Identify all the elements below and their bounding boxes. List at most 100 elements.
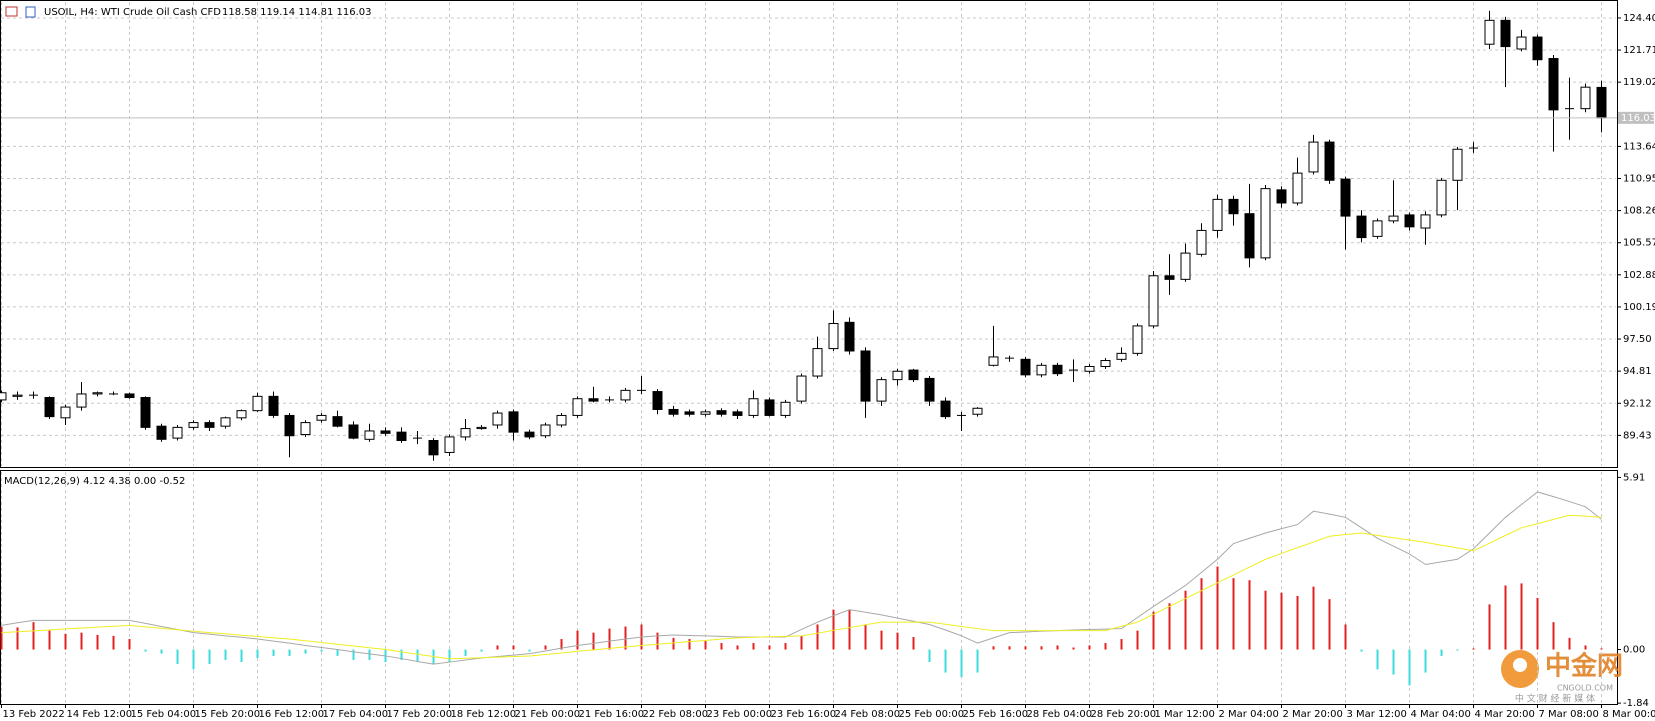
macd-bar	[704, 641, 707, 650]
macd-bar	[176, 649, 179, 665]
macd-bar	[256, 649, 259, 658]
y-tick-label: 100.19	[1623, 302, 1655, 313]
candle-body	[1148, 275, 1159, 327]
mark-layer	[0, 10, 1607, 686]
macd-bar	[1520, 583, 1523, 650]
macd-bar	[800, 635, 803, 650]
y-tick-label: 119.02	[1623, 77, 1655, 88]
candle-body	[76, 393, 87, 408]
candle-body	[92, 392, 103, 395]
candle-body	[140, 397, 151, 428]
macd-bar	[272, 649, 275, 656]
candle-body	[668, 408, 679, 415]
candle-body	[460, 428, 471, 438]
candle-body	[972, 407, 983, 415]
macd-bar	[1024, 646, 1027, 650]
candle-body	[188, 422, 199, 428]
x-tick-label: 21 Feb 00:00	[515, 709, 581, 720]
candle-body	[716, 410, 727, 415]
candle-body	[1372, 220, 1383, 237]
macd-bar	[1280, 592, 1283, 650]
x-tick-label: 7 Mar 08:00	[1539, 709, 1599, 720]
candle-body	[652, 391, 663, 410]
candle-body	[476, 426, 487, 430]
candle-body	[332, 416, 343, 427]
y-tick-label: 5.91	[1623, 472, 1645, 483]
macd-bar	[368, 649, 371, 661]
macd-bar	[1504, 585, 1507, 650]
macd-bar	[1200, 578, 1203, 650]
macd-bar	[832, 609, 835, 650]
macd-bar	[1184, 590, 1187, 650]
macd-bar	[976, 649, 979, 673]
candle-body	[1228, 198, 1239, 215]
macd-bar	[672, 637, 675, 650]
macd-bar	[80, 632, 83, 650]
candle-body	[540, 424, 551, 437]
candle-body	[268, 395, 279, 416]
candle-body	[1388, 215, 1399, 222]
macd-bar	[1232, 578, 1235, 650]
macd-line	[1, 491, 1602, 665]
macd-bar	[448, 649, 451, 663]
macd-bar	[592, 632, 595, 650]
candle-body	[524, 431, 535, 438]
x-tick-label: 28 Feb 20:00	[1091, 709, 1157, 720]
macd-bar	[64, 633, 67, 650]
y-tick-label: 121.71	[1623, 45, 1655, 56]
y-tick-label: 94.81	[1623, 366, 1652, 377]
candle-body	[1340, 178, 1351, 217]
macd-bar	[112, 635, 115, 650]
macd-bar	[880, 630, 883, 650]
candle-body	[124, 393, 135, 399]
macd-bar	[816, 624, 819, 650]
candle-body	[1036, 364, 1047, 376]
macd-bar	[736, 645, 739, 650]
candle-body	[252, 395, 263, 412]
macd-bar	[896, 632, 899, 650]
macd-bar	[416, 649, 419, 663]
candle-body	[1484, 19, 1495, 45]
macd-bar	[1600, 648, 1603, 650]
y-tick-label: -1.84	[1623, 698, 1649, 709]
x-tick-label: 8 Mar 00:00	[1603, 709, 1655, 720]
x-tick-label: 25 Feb 00:00	[899, 709, 965, 720]
macd-bar	[1584, 645, 1587, 650]
macd-bar	[1296, 595, 1299, 650]
candle-body	[1308, 141, 1319, 173]
candle-body	[1548, 58, 1559, 111]
candle-body	[1020, 358, 1031, 376]
candle-body	[1420, 214, 1431, 229]
macd-bar	[1344, 624, 1347, 650]
candle-body	[0, 392, 7, 401]
candle-body	[316, 414, 327, 421]
macd-bar	[1392, 649, 1395, 675]
x-tick-label: 14 Feb 12:00	[67, 709, 133, 720]
x-tick-label: 1 Mar 12:00	[1155, 709, 1215, 720]
x-tick-label: 2 Mar 20:00	[1283, 709, 1343, 720]
candle-body	[1500, 19, 1511, 48]
watermark-slogan: 中 文 财 经 新 媒 体	[1515, 693, 1595, 705]
macd-frame	[0, 470, 1618, 705]
macd-bar	[768, 645, 771, 650]
candle-body	[284, 414, 295, 437]
y-tick-label: 92.12	[1623, 398, 1652, 409]
candle-body	[908, 369, 919, 381]
candle-body	[60, 406, 71, 419]
macd-bar	[512, 645, 515, 650]
macd-bar	[1168, 603, 1171, 650]
candle-body	[364, 430, 375, 440]
macd-bar	[240, 649, 243, 663]
icon	[25, 6, 36, 18]
candle-body	[1196, 229, 1207, 255]
macd-bar	[1440, 649, 1443, 656]
x-tick-label: 21 Feb 16:00	[579, 709, 645, 720]
macd-bar	[1264, 590, 1267, 650]
macd-bar	[1328, 599, 1331, 650]
candle-body	[508, 411, 519, 433]
candle-body	[1084, 365, 1095, 372]
macd-bar	[608, 628, 611, 650]
x-tick-label: 4 Mar 04:00	[1411, 709, 1471, 720]
macd-bar	[1040, 646, 1043, 650]
